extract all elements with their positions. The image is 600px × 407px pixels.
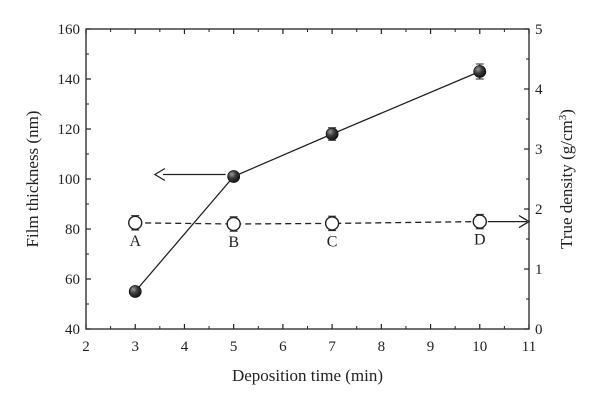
x-tick-label: 3 <box>131 339 139 355</box>
y-right-axis-ticks: 0 1 2 3 4 5 <box>524 22 543 338</box>
y-right-title-sup: 3 <box>557 114 569 120</box>
y-right-tick-label: 3 <box>535 142 543 158</box>
x-tick-label: 5 <box>230 339 238 355</box>
x-axis-title: Deposition time (min) <box>232 366 383 385</box>
thickness-point <box>227 170 241 183</box>
x-tick-label: 2 <box>82 339 90 355</box>
y-right-tick-label: 4 <box>535 82 543 98</box>
thickness-point <box>473 65 487 78</box>
point-label: B <box>228 234 239 251</box>
density-point <box>324 216 340 231</box>
x-tick-label: 8 <box>378 339 386 355</box>
y-left-tick-label: 40 <box>65 322 80 338</box>
y-left-tick-label: 60 <box>65 272 80 288</box>
point-label: C <box>327 233 338 250</box>
density-line <box>135 220 480 225</box>
annotation-arrows <box>153 167 531 229</box>
right-arrow-head <box>518 215 531 229</box>
x-tick-label: 6 <box>279 339 287 355</box>
plot-frame <box>85 28 530 330</box>
y-right-tick-label: 2 <box>535 202 543 218</box>
y-left-axis-title: Film thickness (nm) <box>23 111 42 248</box>
density-point <box>472 214 487 229</box>
x-tick-label: 4 <box>181 339 189 355</box>
series-layer: A B C D <box>128 63 487 298</box>
y-left-axis-ticks: 40 60 80 100 120 140 160 <box>58 22 91 338</box>
x-tick-label: 7 <box>328 339 336 355</box>
x-tick-label: 10 <box>472 339 487 355</box>
thickness-point <box>128 285 142 298</box>
left-arrow-head <box>153 167 166 182</box>
y-right-tick-label: 1 <box>535 262 543 278</box>
y-left-tick-label: 100 <box>58 172 81 188</box>
thickness-line <box>134 70 481 292</box>
y-left-tick-label: 120 <box>58 122 81 138</box>
y-left-tick-label: 160 <box>58 22 81 38</box>
y-right-tick-label: 5 <box>535 22 543 38</box>
density-point <box>128 215 143 231</box>
point-label: D <box>474 232 486 249</box>
density-point <box>226 216 241 232</box>
y-right-tick-label: 0 <box>535 322 543 338</box>
point-label: A <box>129 233 141 250</box>
y-right-title-main: True density (g/cm <box>557 120 576 249</box>
y-left-tick-label: 80 <box>65 222 80 238</box>
x-tick-label: 9 <box>427 339 435 355</box>
y-right-title-end: ) <box>557 109 576 115</box>
x-tick-label: 11 <box>522 339 536 355</box>
y-right-axis-title: True density (g/cm3) <box>557 109 576 249</box>
y-left-tick-label: 140 <box>58 72 81 88</box>
x-axis-ticks: 2 3 4 5 6 7 8 9 10 11 <box>82 29 536 355</box>
thickness-point <box>325 127 339 141</box>
